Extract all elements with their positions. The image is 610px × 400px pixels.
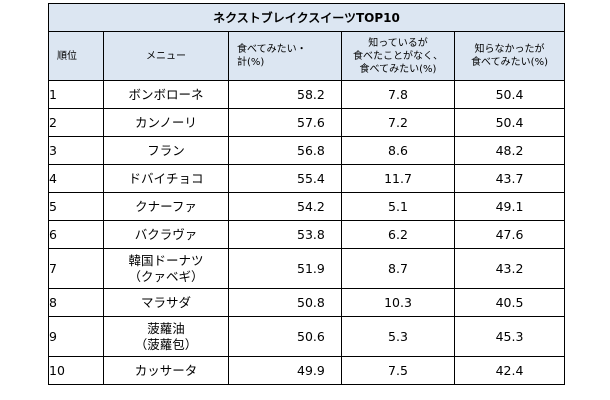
menu-name-line: （菠蘿包） (134, 336, 198, 352)
menu-name-line: ドバイチョコ (128, 170, 204, 186)
table-row: 1 ボンボローネ 58.2 7.8 50.4 (48, 80, 566, 109)
table-row: 10 カッサータ 49.9 7.5 42.4 (48, 356, 566, 385)
rank-cell: 2 (48, 108, 104, 137)
header-unknown: 知らなかったが 食べてみたい(%) (453, 31, 566, 81)
unknown-cell: 42.4 (453, 356, 566, 385)
unknown-cell: 40.5 (453, 288, 566, 317)
unknown-cell: 47.6 (453, 220, 566, 249)
known-not-eaten-cell: 8.7 (341, 248, 455, 289)
menu-cell: 菠蘿油 （菠蘿包） (103, 316, 229, 357)
unknown-cell: 45.3 (453, 316, 566, 357)
menu-cell: バクラヴァ (103, 220, 229, 249)
unknown-cell: 50.4 (453, 108, 566, 137)
menu-cell: フラン (103, 136, 229, 165)
table-row: 8 マラサダ 50.8 10.3 40.5 (48, 288, 566, 317)
rank-cell: 8 (48, 288, 104, 317)
want-total-cell: 57.6 (228, 108, 342, 137)
menu-name-line: バクラヴァ (134, 226, 198, 242)
header-known-not-eaten: 知っているが 食べたことがなく、 食べてみたい(%) (341, 31, 455, 81)
menu-name-line: フラン (147, 142, 185, 158)
want-total-cell: 51.9 (228, 248, 342, 289)
want-total-cell: 55.4 (228, 164, 342, 193)
rank-cell: 6 (48, 220, 104, 249)
menu-name-line: 菠蘿油 (147, 320, 185, 336)
header-rank: 順位 (48, 31, 104, 81)
want-total-cell: 56.8 (228, 136, 342, 165)
menu-cell: 韓国ドーナツ （クァベギ） (103, 248, 229, 289)
known-not-eaten-cell: 10.3 (341, 288, 455, 317)
menu-name-line: カッサータ (134, 362, 198, 378)
table-row: 7 韓国ドーナツ （クァベギ） 51.9 8.7 43.2 (48, 248, 566, 289)
table-title: ネクストブレイクスイーツTOP10 (47, 3, 566, 32)
menu-name-line: クナーファ (135, 198, 197, 214)
want-total-cell: 49.9 (228, 356, 342, 385)
menu-cell: カッサータ (103, 356, 229, 385)
rank-cell: 5 (48, 192, 104, 221)
want-total-cell: 58.2 (228, 80, 342, 109)
menu-cell: ドバイチョコ (103, 164, 229, 193)
unknown-cell: 48.2 (453, 136, 566, 165)
menu-name-line: （クァベギ） (128, 268, 204, 284)
ranking-table: ネクストブレイクスイーツTOP10 順位 メニュー 食べてみたい・ 計(%) 知… (47, 3, 566, 385)
rank-cell: 4 (48, 164, 104, 193)
table-row: 6 バクラヴァ 53.8 6.2 47.6 (48, 220, 566, 249)
want-total-cell: 54.2 (228, 192, 342, 221)
want-total-cell: 50.8 (228, 288, 342, 317)
known-not-eaten-cell: 7.8 (341, 80, 455, 109)
menu-name-line: カンノーリ (135, 114, 197, 130)
header-known-line: 知っているが (368, 37, 428, 49)
menu-name-line: ボンボローネ (128, 86, 204, 102)
known-not-eaten-cell: 8.6 (341, 136, 455, 165)
header-want-total: 食べてみたい・ 計(%) (228, 31, 342, 81)
known-not-eaten-cell: 7.2 (341, 108, 455, 137)
header-want-total-line: 計(%) (237, 57, 265, 68)
known-not-eaten-cell: 5.3 (341, 316, 455, 357)
rank-cell: 1 (48, 80, 104, 109)
header-known-line: 食べたことがなく、 (353, 50, 443, 62)
table-row: 3 フラン 56.8 8.6 48.2 (48, 136, 566, 165)
known-not-eaten-cell: 7.5 (341, 356, 455, 385)
menu-name-line: 韓国ドーナツ (128, 252, 204, 268)
header-unknown-line: 食べてみたい(%) (471, 57, 548, 68)
want-total-cell: 53.8 (228, 220, 342, 249)
table-row: 5 クナーファ 54.2 5.1 49.1 (48, 192, 566, 221)
unknown-cell: 43.2 (453, 248, 566, 289)
rank-cell: 3 (48, 136, 104, 165)
menu-cell: カンノーリ (103, 108, 229, 137)
header-unknown-line: 知らなかったが (474, 44, 545, 55)
header-menu: メニュー (103, 31, 229, 81)
want-total-cell: 50.6 (228, 316, 342, 357)
unknown-cell: 43.7 (453, 164, 566, 193)
known-not-eaten-cell: 5.1 (341, 192, 455, 221)
header-known-line: 食べてみたい(%) (359, 63, 437, 75)
unknown-cell: 50.4 (453, 80, 566, 109)
rank-cell: 10 (48, 356, 104, 385)
menu-name-line: マラサダ (140, 294, 191, 310)
known-not-eaten-cell: 11.7 (341, 164, 455, 193)
menu-cell: マラサダ (103, 288, 229, 317)
menu-cell: ボンボローネ (103, 80, 229, 109)
header-want-total-line: 食べてみたい・ (237, 44, 307, 55)
table-row: 4 ドバイチョコ 55.4 11.7 43.7 (48, 164, 566, 193)
rank-cell: 9 (48, 316, 104, 357)
table-row: 2 カンノーリ 57.6 7.2 50.4 (48, 108, 566, 137)
rank-cell: 7 (48, 248, 104, 289)
table-row: 9 菠蘿油 （菠蘿包） 50.6 5.3 45.3 (48, 316, 566, 357)
known-not-eaten-cell: 6.2 (341, 220, 455, 249)
menu-cell: クナーファ (103, 192, 229, 221)
unknown-cell: 49.1 (453, 192, 566, 221)
